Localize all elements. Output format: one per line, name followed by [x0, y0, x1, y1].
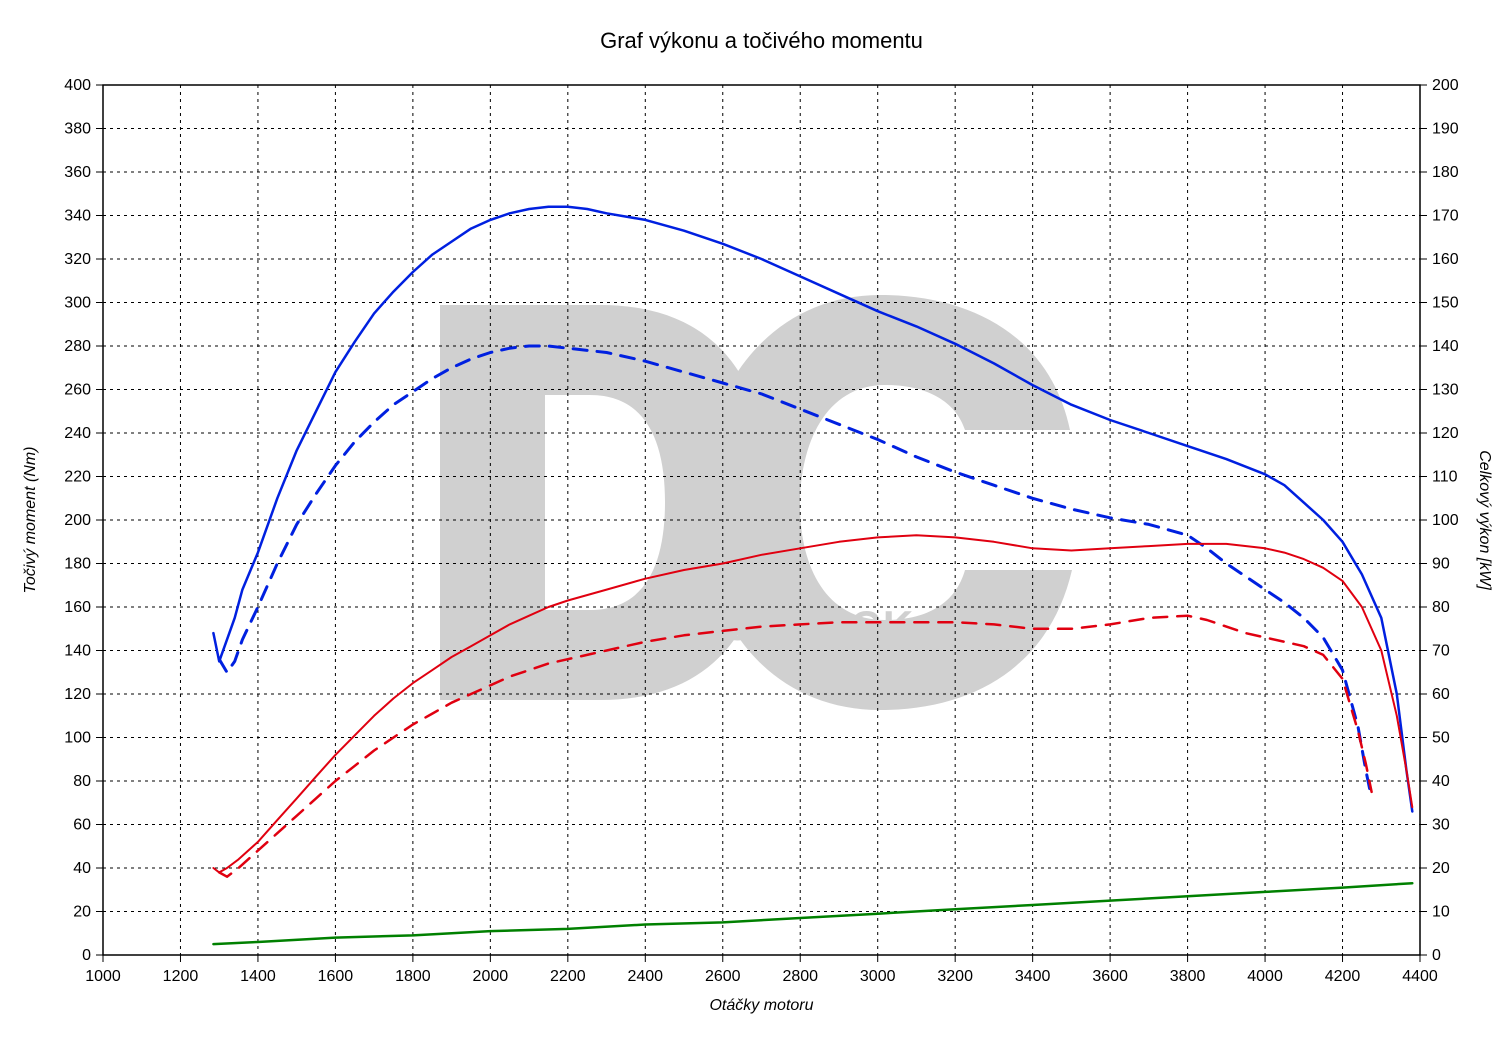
- x-tick-label: 4200: [1325, 968, 1361, 985]
- x-axis-label: Otáčky motoru: [709, 997, 813, 1014]
- y-left-tick-label: 300: [64, 295, 91, 312]
- y-right-tick-label: 70: [1432, 643, 1450, 660]
- y-right-tick-label: 30: [1432, 817, 1450, 834]
- x-tick-label: 4400: [1402, 968, 1438, 985]
- x-tick-label: 2800: [782, 968, 818, 985]
- x-tick-label: 4000: [1247, 968, 1283, 985]
- y-right-tick-label: 50: [1432, 730, 1450, 747]
- y-right-tick-label: 190: [1432, 121, 1459, 138]
- y-left-tick-label: 180: [64, 556, 91, 573]
- y-right-tick-label: 110: [1432, 469, 1458, 486]
- x-tick-label: 1600: [318, 968, 354, 985]
- y-left-axis-label: Točivý moment (Nm): [22, 447, 39, 594]
- x-tick-label: 2200: [550, 968, 586, 985]
- y-left-tick-label: 260: [64, 382, 91, 399]
- y-right-tick-label: 60: [1432, 686, 1450, 703]
- chart-svg: WWW.DYNOCHECK.COM10001200140016001800200…: [0, 0, 1500, 1041]
- x-tick-label: 2600: [705, 968, 741, 985]
- y-left-tick-label: 380: [64, 121, 91, 138]
- y-right-tick-label: 10: [1432, 904, 1450, 921]
- x-tick-label: 3600: [1092, 968, 1128, 985]
- dyno-chart: WWW.DYNOCHECK.COM10001200140016001800200…: [0, 0, 1500, 1041]
- y-left-tick-label: 220: [64, 469, 91, 486]
- y-left-tick-label: 120: [64, 686, 91, 703]
- y-left-tick-label: 360: [64, 164, 91, 181]
- x-tick-label: 3000: [860, 968, 896, 985]
- y-left-tick-label: 340: [64, 208, 91, 225]
- y-left-tick-label: 240: [64, 425, 91, 442]
- y-left-tick-label: 20: [73, 904, 91, 921]
- y-right-tick-label: 20: [1432, 860, 1450, 877]
- y-right-tick-label: 40: [1432, 773, 1450, 790]
- svg-text:WWW.DYNOCHECK.COM: WWW.DYNOCHECK.COM: [490, 602, 1033, 649]
- y-left-tick-label: 320: [64, 251, 91, 268]
- y-right-tick-label: 160: [1432, 251, 1459, 268]
- y-right-axis-label: Celkový výkon [kW]: [1476, 450, 1493, 590]
- x-tick-label: 2000: [473, 968, 509, 985]
- x-tick-label: 1400: [240, 968, 276, 985]
- y-left-tick-label: 400: [64, 77, 91, 94]
- y-right-tick-label: 170: [1432, 208, 1459, 225]
- x-tick-label: 2400: [627, 968, 663, 985]
- y-right-tick-label: 0: [1432, 947, 1441, 964]
- y-right-tick-label: 200: [1432, 77, 1459, 94]
- y-right-tick-label: 80: [1432, 599, 1450, 616]
- y-right-tick-label: 130: [1432, 382, 1459, 399]
- y-right-tick-label: 180: [1432, 164, 1459, 181]
- y-left-tick-label: 100: [64, 730, 91, 747]
- x-tick-label: 3800: [1170, 968, 1206, 985]
- y-left-tick-label: 200: [64, 512, 91, 529]
- y-left-tick-label: 40: [73, 860, 91, 877]
- x-tick-label: 3200: [937, 968, 973, 985]
- y-left-tick-label: 140: [64, 643, 91, 660]
- y-right-tick-label: 90: [1432, 556, 1450, 573]
- y-left-tick-label: 0: [82, 947, 91, 964]
- x-tick-label: 1000: [85, 968, 121, 985]
- x-tick-label: 1200: [163, 968, 199, 985]
- y-left-tick-label: 60: [73, 817, 91, 834]
- y-right-tick-label: 150: [1432, 295, 1459, 312]
- y-left-tick-label: 80: [73, 773, 91, 790]
- y-right-tick-label: 140: [1432, 338, 1459, 355]
- y-right-tick-label: 120: [1432, 425, 1459, 442]
- chart-title: Graf výkonu a točivého momentu: [600, 28, 923, 53]
- x-tick-label: 1800: [395, 968, 431, 985]
- y-right-tick-label: 100: [1432, 512, 1459, 529]
- y-left-tick-label: 280: [64, 338, 91, 355]
- x-tick-label: 3400: [1015, 968, 1051, 985]
- y-left-tick-label: 160: [64, 599, 91, 616]
